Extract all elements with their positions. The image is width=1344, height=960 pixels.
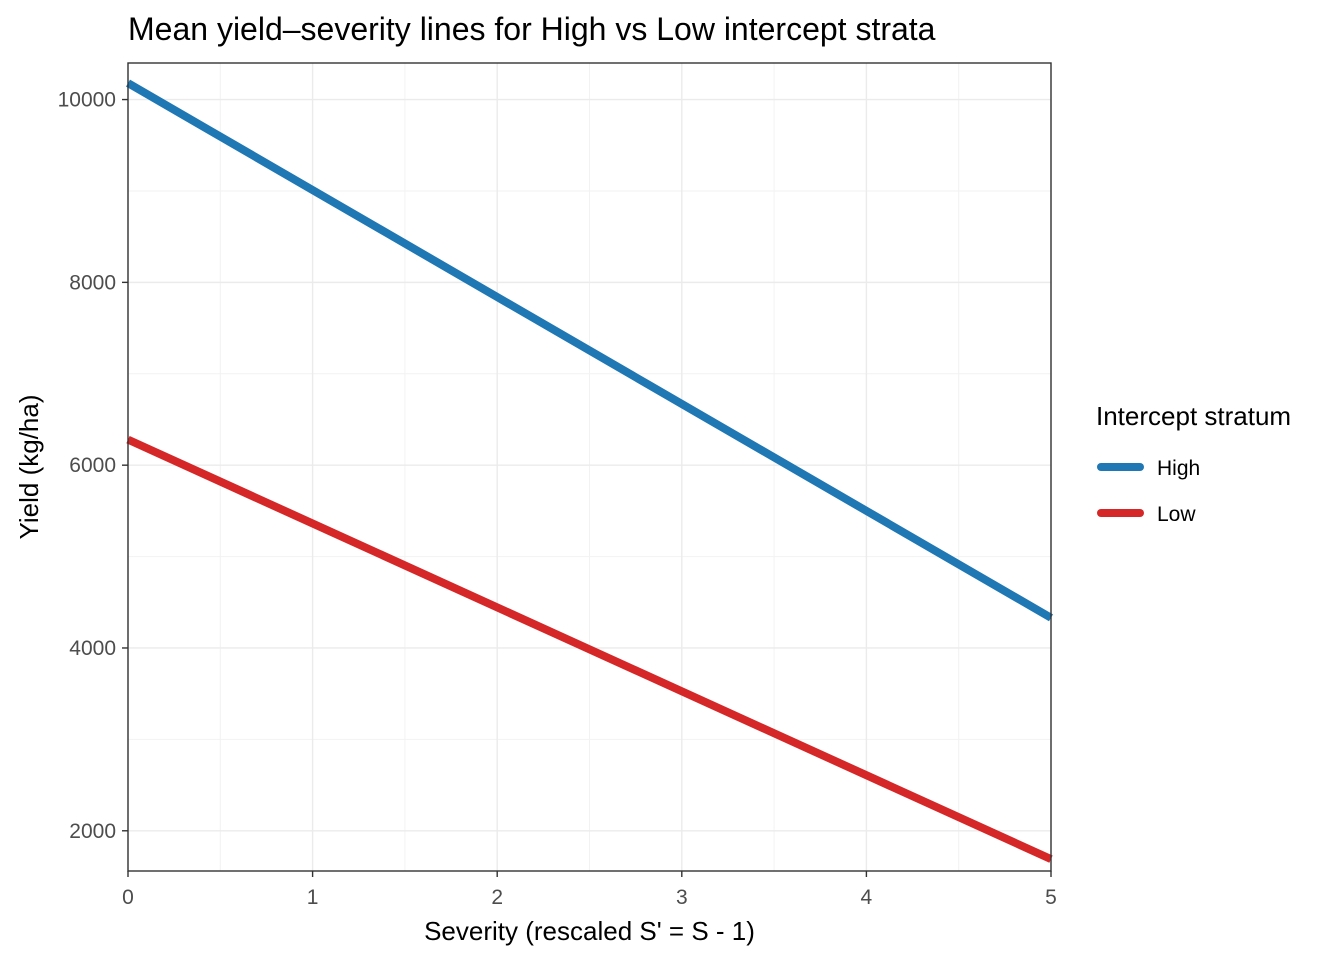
y-axis-title: Yield (kg/ha) [14,395,44,540]
series-line-high [125,79,1054,622]
x-tick-label: 3 [676,886,688,909]
series-line-low [126,435,1053,863]
y-tick-label: 2000 [69,820,116,843]
x-axis: 0 1 2 3 4 5 [122,871,1057,909]
legend-label-high: High [1157,457,1200,480]
x-tick-label: 4 [861,886,873,909]
y-axis: 2000 4000 6000 8000 10000 [58,89,128,843]
x-tick-label: 1 [307,886,319,909]
legend-items: High Low [1097,457,1200,526]
y-tick-label: 4000 [69,637,116,660]
panel-border [127,62,1052,872]
y-tick-label: 6000 [69,454,116,477]
legend-title: Intercept stratum [1096,401,1291,431]
y-tick-label: 8000 [69,271,116,294]
legend: Intercept stratum High Low [1096,401,1291,526]
y-tick-label: 10000 [58,89,116,112]
series-lines [125,79,1054,863]
legend-label-low: Low [1157,503,1196,526]
chart-title: Mean yield–severity lines for High vs Lo… [128,11,936,47]
x-axis-title: Severity (rescaled S' = S - 1) [424,916,755,946]
x-tick-label: 0 [122,886,134,909]
x-tick-label: 5 [1045,886,1057,909]
x-tick-label: 2 [491,886,503,909]
